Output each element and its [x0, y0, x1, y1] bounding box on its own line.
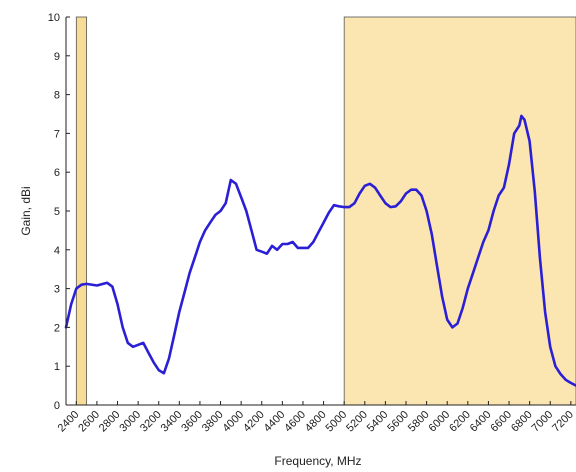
- x-axis-label: Frequency, MHz: [274, 454, 361, 468]
- series-group: [64, 114, 576, 387]
- y-tick-label: 8: [54, 90, 60, 102]
- y-tick-label: 5: [54, 206, 60, 218]
- y-tick-label: 0: [54, 400, 60, 412]
- series-line-0: [64, 114, 576, 387]
- y-tick-label: 7: [54, 128, 60, 140]
- y-tick-label: 3: [54, 284, 60, 296]
- y-tick-label: 4: [54, 245, 60, 257]
- y-tick-label: 10: [48, 12, 60, 24]
- y-tick-label: 1: [54, 361, 60, 373]
- y-tick-label: 6: [54, 167, 60, 179]
- highlight-band-0: [75, 16, 88, 406]
- y-tick-label: 9: [54, 51, 60, 63]
- y-axis-label: Gain, dBi: [19, 186, 33, 235]
- y-tick-label: 2: [54, 322, 60, 334]
- y-ticks: 0 1 2 3 4 5 6 7 8 9 10: [48, 12, 70, 412]
- highlight-band-1: [343, 16, 576, 406]
